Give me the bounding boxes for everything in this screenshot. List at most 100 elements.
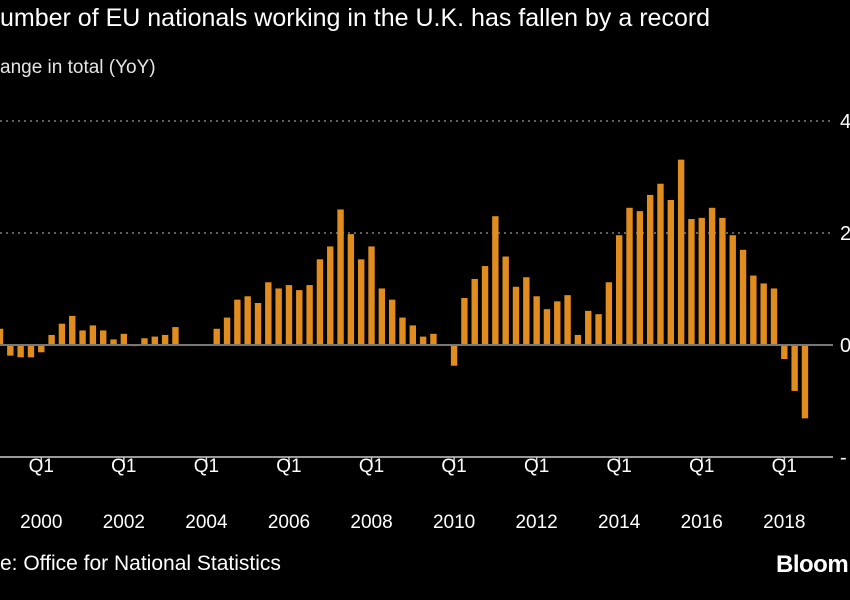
bar [585, 310, 592, 345]
x-tick-year: 2010 [433, 512, 475, 533]
x-tick-quarter: Q1 [29, 456, 54, 477]
bar [316, 259, 324, 345]
bar [27, 345, 35, 358]
bar [223, 317, 231, 345]
bar [481, 266, 489, 345]
x-tick-year: 2008 [350, 512, 392, 533]
bar [708, 207, 716, 345]
bar [729, 235, 736, 345]
bar [399, 317, 406, 345]
bar [409, 325, 416, 345]
y-tick-label: 2 [840, 223, 850, 245]
bar [244, 296, 251, 345]
bar [543, 309, 551, 345]
bar [646, 194, 654, 345]
x-tick-quarter: Q1 [276, 456, 301, 477]
bloomberg-logo: Bloom [776, 551, 849, 578]
bar [533, 296, 540, 345]
bars [0, 159, 809, 419]
bar [574, 334, 582, 345]
bar [492, 216, 499, 345]
x-tick-year: 2002 [103, 512, 145, 533]
bar [688, 219, 695, 345]
bar [69, 315, 76, 345]
x-tick-quarter: Q1 [359, 456, 384, 477]
y-tick-label: - [840, 447, 847, 469]
chart-subtitle: ange in total (YoY) [0, 57, 156, 78]
source-note: e: Office for National Statistics [0, 552, 281, 575]
bar [254, 303, 262, 345]
bar [0, 328, 4, 345]
bar [172, 327, 179, 345]
bar [461, 297, 468, 345]
x-tick-quarter: Q1 [111, 456, 136, 477]
bar [471, 278, 478, 345]
bar [698, 217, 705, 345]
bar [234, 299, 241, 345]
bar [554, 301, 561, 345]
bar [677, 159, 685, 345]
bar [306, 285, 313, 345]
bar [213, 328, 220, 345]
bar [801, 345, 809, 419]
x-tick-quarter: Q1 [441, 456, 466, 477]
x-tick-year: 2014 [598, 512, 641, 533]
x-tick-quarter: Q1 [689, 456, 714, 477]
bar [430, 333, 437, 345]
bar [616, 235, 623, 345]
bar [327, 246, 334, 345]
x-tick-year: 2000 [20, 512, 62, 533]
bar [739, 249, 747, 345]
bar [358, 259, 365, 345]
bar [523, 277, 530, 345]
bar [58, 323, 66, 345]
bar [100, 330, 107, 345]
bar [626, 207, 633, 345]
bar [636, 211, 644, 345]
bar [38, 345, 45, 353]
bar [378, 288, 386, 345]
bar [605, 282, 613, 345]
bar [275, 288, 282, 345]
bar [151, 336, 158, 345]
bar [79, 330, 86, 345]
x-tick-year: 2012 [515, 512, 557, 533]
bar [791, 345, 798, 391]
bar [750, 275, 757, 345]
bar [110, 339, 117, 345]
bar [502, 256, 509, 345]
bar [337, 209, 344, 345]
bar [265, 282, 272, 345]
bar [141, 338, 148, 345]
bar [450, 345, 458, 366]
x-tick-year: 2006 [268, 512, 310, 533]
bar [17, 345, 24, 358]
bar [7, 345, 14, 356]
bar [161, 334, 169, 345]
axes: 4 2 0 - Q1 2000 Q1 2002 Q1 2004 Q1 2006 Q1 2008 Q1 2010… [0, 111, 850, 533]
bar [368, 246, 375, 345]
bar [347, 234, 355, 345]
bar [285, 285, 293, 345]
bar [719, 217, 726, 345]
bar [564, 295, 571, 345]
bar [770, 288, 778, 345]
x-tick-year: 2018 [763, 512, 805, 533]
bar [120, 333, 128, 345]
gridlines [0, 120, 833, 234]
bar [512, 286, 520, 345]
x-tick-year: 2004 [185, 512, 228, 533]
bar [595, 314, 602, 345]
y-tick-label: 0 [840, 335, 850, 357]
bar [760, 283, 767, 345]
bar [388, 299, 396, 345]
y-tick-label: 4 [840, 111, 850, 133]
x-tick-year: 2016 [681, 512, 723, 533]
bar [89, 325, 97, 345]
x-tick-quarter: Q1 [524, 456, 549, 477]
bar [296, 290, 303, 345]
bar [667, 199, 674, 345]
bar [419, 336, 427, 345]
x-tick-quarter: Q1 [607, 456, 632, 477]
